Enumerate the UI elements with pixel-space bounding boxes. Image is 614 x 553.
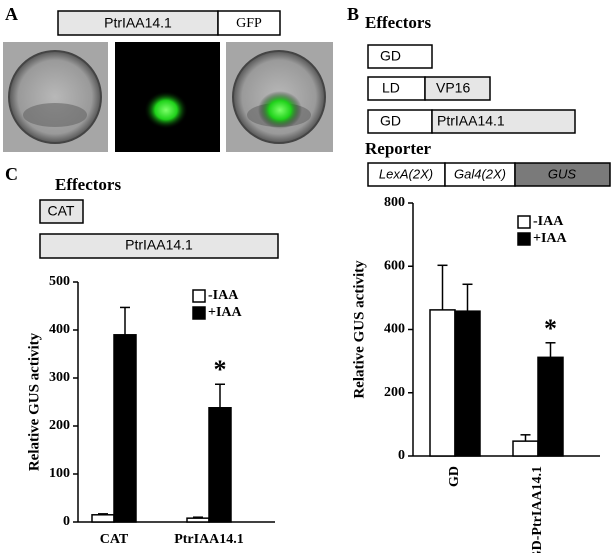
construct-text: GFP <box>236 16 262 31</box>
bar <box>454 310 481 457</box>
construct-box <box>217 10 281 36</box>
construct-text: PtrIAA14.1 <box>437 113 505 129</box>
bar <box>186 517 210 523</box>
y-tick-label: 200 <box>49 418 70 433</box>
legend-swatch <box>517 215 531 229</box>
construct-box <box>424 76 491 101</box>
y-tick-label: 500 <box>49 274 70 289</box>
construct-box <box>57 10 219 36</box>
legend-label: +IAA <box>208 305 243 320</box>
y-tick-label: 200 <box>384 385 405 400</box>
bar <box>537 356 564 457</box>
y-axis-label: Relative GUS activity <box>351 260 367 399</box>
construct-box <box>39 199 84 224</box>
y-tick-label: 400 <box>384 322 405 337</box>
construct-text: LexA(2X) <box>379 166 433 181</box>
construct-box <box>431 109 576 134</box>
panel-label: A <box>5 4 18 24</box>
panel-label: B <box>347 4 359 24</box>
legend-label: -IAA <box>208 288 239 303</box>
section-title: Effectors <box>365 13 431 32</box>
construct-box <box>514 162 611 187</box>
micrograph <box>3 42 108 152</box>
section-title: Reporter <box>365 139 432 158</box>
bar <box>512 440 539 457</box>
panel-label: C <box>5 164 18 184</box>
x-tick-label: PtrIAA14.1 <box>174 532 244 547</box>
bar <box>429 309 456 457</box>
micrograph <box>226 42 333 152</box>
construct-text: VP16 <box>436 80 470 96</box>
construct-text: LD <box>382 80 400 96</box>
bar <box>113 334 137 523</box>
y-axis-label: Relative GUS activity <box>26 332 42 471</box>
legend-swatch <box>192 289 206 303</box>
y-tick-label: 100 <box>49 466 70 481</box>
bar <box>91 514 115 523</box>
construct-text: PtrIAA14.1 <box>125 237 193 253</box>
construct-text: PtrIAA14.1 <box>104 15 172 31</box>
legend-swatch <box>517 232 531 246</box>
construct-text: GD <box>380 48 401 64</box>
annotation: * <box>214 355 227 384</box>
construct-text: Gal4(2X) <box>454 166 506 181</box>
legend-swatch <box>192 306 206 320</box>
y-tick-label: 0 <box>398 448 405 463</box>
construct-text: GD <box>380 113 401 129</box>
x-tick-label: CAT <box>100 532 129 547</box>
construct-text: CAT <box>48 203 75 219</box>
construct-box <box>367 44 433 69</box>
x-tick-label: GD-PtrIAA14.1 <box>530 466 545 553</box>
y-tick-label: 300 <box>49 370 70 385</box>
construct-box <box>39 233 279 259</box>
micrograph <box>115 42 220 152</box>
legend-label: -IAA <box>533 214 564 229</box>
y-tick-label: 400 <box>49 322 70 337</box>
annotation: * <box>544 314 557 343</box>
legend-label: +IAA <box>533 231 568 246</box>
construct-text: GUS <box>548 166 577 181</box>
section-title: Effectors <box>55 175 121 194</box>
y-tick-label: 0 <box>63 514 70 529</box>
y-tick-label: 800 <box>384 195 405 210</box>
y-tick-label: 600 <box>384 258 405 273</box>
x-tick-label: GD <box>447 466 462 487</box>
bar <box>208 407 232 523</box>
